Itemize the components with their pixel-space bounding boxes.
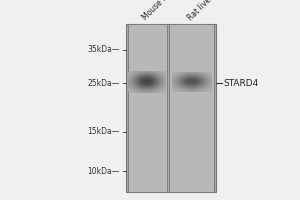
Text: 10kDa—: 10kDa— [88, 166, 120, 176]
Bar [128, 24, 167, 192]
Bar [126, 24, 216, 192]
Text: STARD4: STARD4 [224, 78, 259, 88]
Text: 15kDa—: 15kDa— [88, 128, 120, 136]
Text: Rat liver: Rat liver [186, 0, 215, 22]
Text: 25kDa—: 25kDa— [88, 78, 120, 88]
Bar [169, 24, 214, 192]
Text: 35kDa—: 35kDa— [88, 46, 120, 54]
Text: Mouse kidney: Mouse kidney [141, 0, 184, 22]
